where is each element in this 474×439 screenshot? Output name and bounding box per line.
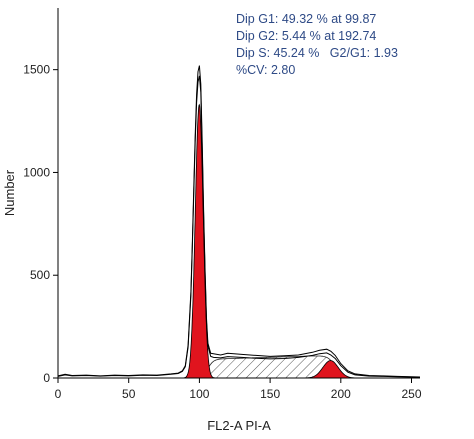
y-ticks: 0 500 1000 1500: [23, 63, 58, 385]
y-axis-title: Number: [2, 169, 17, 216]
g1-peak-area: [183, 103, 216, 379]
x-tick-label: 50: [122, 387, 136, 401]
s-phase-area: [193, 355, 352, 379]
y-tick-label: 0: [43, 371, 50, 385]
x-tick-label: 200: [331, 387, 351, 401]
stats-dip-s: Dip S: 45.24 % G2/G1: 1.93: [236, 46, 398, 60]
x-tick-label: 250: [402, 387, 422, 401]
y-tick-label: 500: [30, 268, 50, 282]
x-tick-label: 0: [55, 387, 62, 401]
x-ticks: 0 50 100 150 200 250: [55, 378, 422, 401]
histogram-series-line: [57, 75, 421, 378]
y-tick-label: 1500: [23, 63, 50, 77]
stats-cv: %CV: 2.80: [236, 63, 295, 77]
x-tick-label: 100: [189, 387, 209, 401]
histogram-series-line: [57, 65, 421, 378]
histogram-lines: [57, 65, 421, 378]
stats-dip-g2: Dip G2: 5.44 % at 192.74: [236, 29, 376, 43]
stats-dip-g1: Dip G1: 49.32 % at 99.87: [236, 12, 376, 26]
stats-annotation: Dip G1: 49.32 % at 99.87 Dip G2: 5.44 % …: [236, 12, 398, 77]
x-tick-label: 150: [260, 387, 280, 401]
y-tick-label: 1000: [23, 165, 50, 179]
x-axis-title: FL2-A PI-A: [207, 418, 271, 433]
